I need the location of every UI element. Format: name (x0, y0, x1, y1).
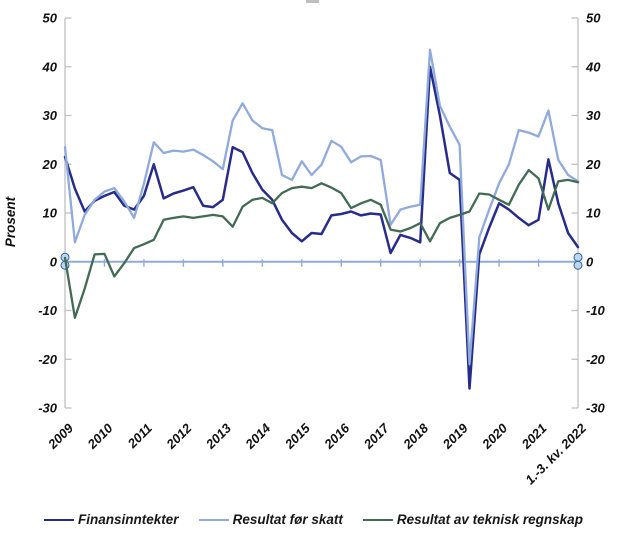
y-tick-label-left: -20 (38, 352, 58, 367)
legend-item-resultat-for-skatt: Resultat før skatt (198, 512, 343, 527)
y-tick-label-right: -30 (586, 401, 606, 416)
x-tick-label: 2011 (124, 421, 155, 452)
x-tick-label: 2010 (84, 420, 116, 452)
x-tick-label: 2012 (163, 420, 195, 452)
x-tick-label: 2019 (439, 420, 471, 452)
cropped-title-remnant (306, 0, 319, 3)
x-tick-label: 2013 (202, 420, 234, 452)
x-tick-label: 2021 (518, 421, 550, 453)
legend-swatch-finansinntekter (44, 518, 75, 521)
x-tick-label: 2015 (281, 420, 313, 452)
y-tick-label-right: -20 (586, 352, 606, 367)
y-tick-label-right: 40 (585, 59, 601, 74)
legend-swatch-resultat-teknisk-regnskap (362, 518, 393, 521)
y-tick-label-right: -10 (586, 303, 606, 318)
legend-item-finansinntekter: Finansinntekter (44, 512, 179, 527)
y-axis-title: Prosent (3, 196, 18, 247)
y-tick-label-left: 50 (43, 11, 58, 26)
y-tick-label-right: 30 (586, 108, 601, 123)
zero-line-handle (573, 252, 583, 262)
y-tick-label-right: 10 (586, 206, 601, 221)
legend-label-resultat-teknisk-regnskap: Resultat av teknisk regnskap (396, 512, 583, 527)
legend-item-resultat-teknisk-regnskap: Resultat av teknisk regnskap (362, 512, 583, 527)
y-tick-label-right: 20 (585, 157, 601, 172)
y-tick-label-left: 10 (43, 206, 58, 221)
y-tick-label-left: 20 (42, 157, 58, 172)
series-line-resultat-f-r-skatt (63, 48, 580, 366)
zero-line-handle (573, 260, 583, 270)
series-line-resultat-av-teknisk-regnskap (63, 168, 580, 319)
y-tick-label-left: 40 (42, 59, 58, 74)
y-tick-label-left: 0 (50, 254, 58, 269)
legend-label-resultat-for-skatt: Resultat før skatt (232, 512, 343, 527)
x-tick-label: 2009 (44, 420, 76, 452)
series-line-finansinntekter (63, 65, 580, 390)
legend-label-finansinntekter: Finansinntekter (78, 512, 179, 527)
y-tick-label-right: 50 (586, 11, 601, 26)
x-tick-label: 2016 (321, 420, 353, 452)
y-tick-label-left: -30 (38, 401, 58, 416)
y-tick-label-left: -10 (38, 303, 58, 318)
x-tick-label: 2018 (400, 420, 432, 452)
chart-legend: Finansinntekter Resultat før skatt Resul… (0, 512, 627, 527)
legend-swatch-resultat-for-skatt (198, 518, 229, 521)
x-tick-label: 2014 (242, 420, 274, 452)
y-tick-label-left: 30 (43, 108, 58, 123)
x-tick-label: 2020 (478, 420, 510, 452)
y-tick-label-right: 0 (586, 254, 594, 269)
x-tick-label: 2017 (360, 420, 392, 452)
